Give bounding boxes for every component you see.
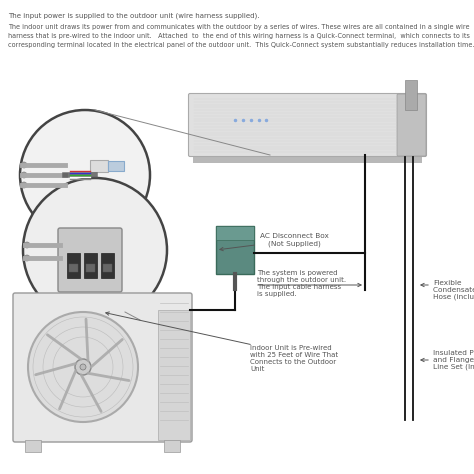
Text: Flexible
Condensate Drain
Hose (included): Flexible Condensate Drain Hose (included… xyxy=(433,280,474,301)
Circle shape xyxy=(75,359,91,375)
Bar xyxy=(90,160,108,172)
Text: Insulated Pre-Flared
and Flanged Copper
Line Set (Included): Insulated Pre-Flared and Flanged Copper … xyxy=(433,350,474,371)
Bar xyxy=(193,155,422,163)
Text: corresponding terminal located in the electrical panel of the outdoor unit.  Thi: corresponding terminal located in the el… xyxy=(8,42,474,48)
Circle shape xyxy=(23,178,167,322)
Circle shape xyxy=(21,162,27,168)
Circle shape xyxy=(24,242,30,248)
Bar xyxy=(158,310,190,440)
FancyBboxPatch shape xyxy=(75,300,109,318)
Circle shape xyxy=(80,364,86,370)
Bar xyxy=(103,264,112,272)
Bar xyxy=(164,440,180,452)
Text: AC Disconnect Box
(Not Supplied): AC Disconnect Box (Not Supplied) xyxy=(220,233,329,251)
Bar xyxy=(67,253,80,278)
Bar xyxy=(86,264,95,272)
Circle shape xyxy=(20,110,150,240)
Circle shape xyxy=(24,255,30,261)
Bar xyxy=(69,264,78,272)
FancyBboxPatch shape xyxy=(397,94,426,156)
Bar xyxy=(84,253,97,278)
FancyBboxPatch shape xyxy=(58,228,122,292)
Text: harness that is pre-wired to the indoor unit.   Attached  to  the end of this wi: harness that is pre-wired to the indoor … xyxy=(8,33,470,39)
Bar xyxy=(25,440,41,452)
Text: The system is powered
through the outdoor unit.
The input cable harness
is suppl: The system is powered through the outdoo… xyxy=(257,270,346,297)
Bar xyxy=(101,253,114,278)
Text: Indoor Unit is Pre-wired
with 25 Feet of Wire That
Connects to the Outdoor
Unit: Indoor Unit is Pre-wired with 25 Feet of… xyxy=(250,345,338,372)
Text: The indoor unit draws its power from and communicates with the outdoor by a seri: The indoor unit draws its power from and… xyxy=(8,24,470,30)
Bar xyxy=(108,161,124,171)
Circle shape xyxy=(21,182,27,188)
Circle shape xyxy=(28,312,138,422)
FancyBboxPatch shape xyxy=(189,93,427,156)
Text: The input power is supplied to the outdoor unit (wire harness supplied).: The input power is supplied to the outdo… xyxy=(8,12,259,18)
FancyBboxPatch shape xyxy=(13,293,192,442)
FancyBboxPatch shape xyxy=(216,226,254,274)
Bar xyxy=(103,304,119,312)
Bar xyxy=(405,80,417,110)
Bar xyxy=(216,226,254,240)
Circle shape xyxy=(21,172,27,178)
